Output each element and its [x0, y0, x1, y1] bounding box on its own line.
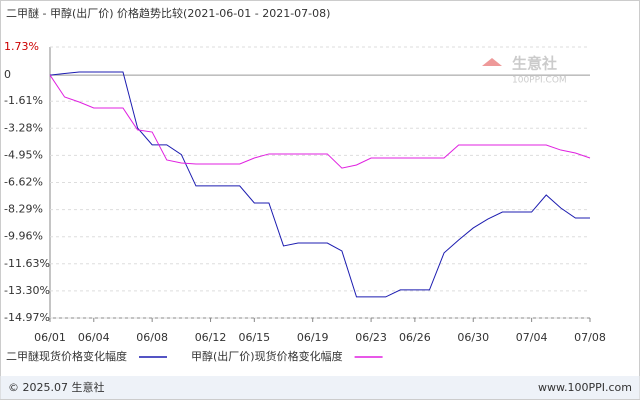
x-tick-label: 06/23 [355, 331, 387, 344]
x-tick-label: 07/04 [516, 331, 548, 344]
y-tick-label: 1.73% [4, 40, 39, 53]
x-tick-label: 07/08 [574, 331, 606, 344]
watermark: 生意社 100PPI.COM [482, 55, 567, 86]
footer-right: www.100PPI.com [538, 381, 632, 394]
footer-left: © 2025.07 生意社 [8, 380, 104, 394]
y-tick-label: -14.97% [4, 311, 50, 324]
y-tick-label: -8.29% [4, 203, 43, 216]
y-tick-label: -1.61% [4, 94, 43, 107]
x-tick-label: 06/15 [238, 331, 270, 344]
watermark-site: 100PPI.COM [512, 76, 567, 86]
x-tick-label: 06/08 [136, 331, 168, 344]
y-tick-label: -3.28% [4, 121, 43, 134]
x-tick-label: 06/30 [457, 331, 489, 344]
y-tick-label: 0 [4, 68, 11, 81]
x-tick-label: 06/12 [195, 331, 227, 344]
x-tick-label: 06/01 [34, 331, 66, 344]
y-tick-label: -11.63% [4, 257, 50, 270]
y-tick-label: -13.30% [4, 284, 50, 297]
chart-title: 二甲醚 - 甲醇(出厂价) 价格趋势比较(2021-06-01 - 2021-0… [6, 6, 330, 20]
legend-label: 二甲醚现货价格变化幅度 [6, 349, 127, 363]
y-tick-label: -9.96% [4, 230, 43, 243]
y-tick-label: -6.62% [4, 176, 43, 189]
series-line [49, 74, 591, 169]
footer-bar [0, 376, 640, 399]
legend-label: 甲醇(出厂价)现货价格变化幅度 [191, 349, 343, 363]
x-tick-label: 06/04 [78, 331, 110, 344]
x-tick-label: 06/26 [399, 331, 431, 344]
watermark-logo [482, 58, 502, 66]
y-tick-label: -4.95% [4, 148, 43, 161]
watermark-name: 生意社 [512, 55, 557, 73]
x-tick-label: 06/19 [297, 331, 329, 344]
series-line [49, 71, 590, 298]
